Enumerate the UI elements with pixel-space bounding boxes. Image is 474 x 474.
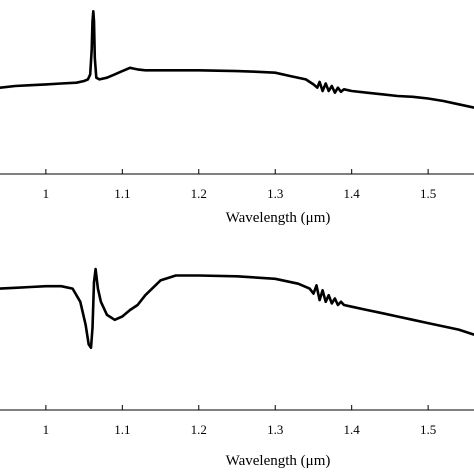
bottom-spectrum-panel: 1 1.1 1.2 1.3 1.4 1.5 Wavelength (μm)	[0, 267, 474, 469]
x-tick-label: 1.3	[267, 422, 283, 437]
x-tick-label: 1.2	[191, 422, 207, 437]
x-tick-label: 1.1	[114, 422, 130, 437]
x-axis-label: Wavelength (μm)	[226, 210, 331, 226]
x-tick-label: 1.2	[191, 186, 207, 201]
top-spectrum-panel: 1 1.1 1.2 1.3 1.4 1.5 Wavelength (μm)	[0, 10, 474, 226]
x-tick-label: 1.1	[114, 186, 130, 201]
x-tick-label: 1.5	[420, 422, 436, 437]
spectrum-line	[0, 10, 474, 109]
spectrum-line	[0, 267, 474, 349]
x-tick-label: 1.4	[344, 186, 361, 201]
x-axis-label: Wavelength (μm)	[226, 453, 331, 469]
x-tick-label: 1.3	[267, 186, 283, 201]
x-tick-label: 1	[43, 422, 50, 437]
x-tick-label: 1.5	[420, 186, 436, 201]
x-tick-label: 1	[43, 186, 50, 201]
x-tick-label: 1.4	[344, 422, 361, 437]
